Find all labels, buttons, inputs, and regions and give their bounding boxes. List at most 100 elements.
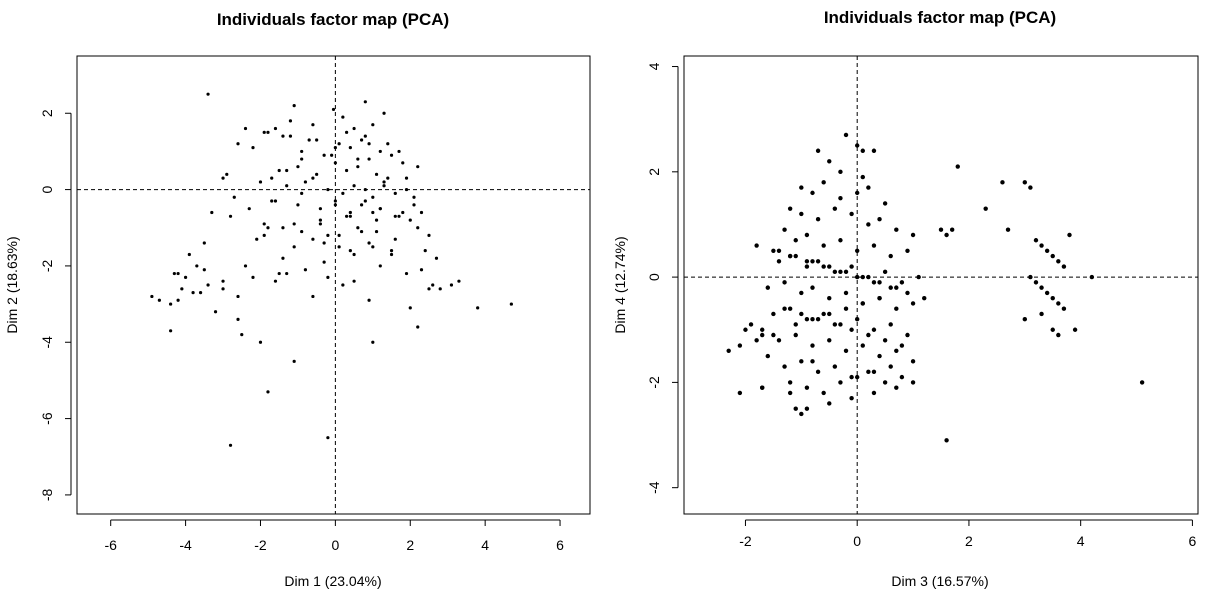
right-y-axis-label: Dim 4 (12.74%): [612, 236, 628, 333]
right-data-point: [1028, 274, 1033, 280]
left-data-point: [221, 279, 225, 283]
left-data-point: [337, 233, 341, 237]
left-data-point: [345, 130, 349, 134]
left-data-point: [371, 123, 375, 127]
left-data-point: [180, 287, 184, 291]
right-data-point: [804, 232, 810, 238]
left-data-point: [266, 130, 270, 134]
left-data-point: [251, 275, 255, 279]
left-data-point: [195, 264, 199, 268]
right-y-tick-label: 0: [646, 273, 662, 281]
right-data-point: [765, 353, 771, 359]
left-data-point: [285, 168, 289, 173]
left-data-point: [311, 237, 315, 241]
left-data-point: [449, 283, 454, 287]
left-data-point: [419, 268, 424, 272]
left-x-tick-label: 6: [556, 537, 564, 553]
left-y-tick-label: 2: [39, 109, 55, 117]
left-y-tick-label: -6: [39, 412, 55, 425]
right-data-point: [787, 380, 793, 385]
left-data-point: [509, 302, 513, 306]
right-data-point: [821, 264, 826, 269]
left-data-point: [408, 306, 412, 310]
left-data-point: [247, 207, 251, 211]
right-data-point: [871, 148, 877, 153]
left-data-point: [393, 191, 397, 195]
right-data-point: [1033, 280, 1039, 285]
left-points: [150, 92, 513, 447]
left-data-point: [240, 333, 244, 337]
right-data-point: [871, 243, 877, 248]
right-data-point: [882, 380, 888, 385]
left-data-point: [382, 180, 386, 184]
right-y-tick-label: -2: [646, 376, 662, 389]
left-data-point: [382, 111, 386, 115]
left-data-point: [416, 165, 420, 169]
right-data-point: [804, 317, 810, 322]
left-data-point: [292, 222, 296, 226]
left-data-point: [296, 165, 300, 169]
left-data-point: [262, 130, 266, 134]
left-data-point: [311, 123, 315, 127]
left-data-point: [378, 207, 382, 211]
left-data-point: [333, 161, 337, 165]
left-data-point: [288, 134, 293, 138]
left-data-point: [393, 237, 397, 241]
right-data-point: [810, 359, 815, 364]
right-points: [726, 132, 1145, 443]
left-data-point: [281, 256, 285, 260]
right-data-point: [787, 253, 793, 259]
right-data-point: [726, 348, 731, 354]
left-x-tick-label: -2: [254, 537, 267, 553]
left-data-point: [371, 195, 375, 199]
right-data-point: [860, 148, 865, 153]
right-data-point: [771, 311, 776, 317]
right-data-point: [854, 317, 860, 322]
left-data-point: [348, 249, 352, 253]
left-data-point: [206, 283, 210, 287]
right-data-point: [1050, 327, 1055, 332]
left-data-point: [315, 138, 319, 142]
right-data-point: [894, 306, 899, 311]
right-data-point: [804, 385, 810, 390]
right-data-point: [1000, 180, 1005, 185]
left-data-point: [374, 218, 379, 222]
right-data-point: [1039, 311, 1044, 317]
left-data-point: [374, 229, 379, 234]
left-data-point: [281, 226, 285, 230]
left-data-point: [326, 275, 330, 279]
left-data-point: [359, 229, 364, 234]
right-data-point: [782, 306, 787, 311]
right-data-point: [910, 301, 916, 306]
left-data-point: [326, 436, 330, 440]
left-data-point: [258, 340, 263, 344]
left-data-point: [303, 180, 308, 184]
right-data-point: [888, 322, 893, 327]
left-data-point: [300, 149, 304, 154]
right-data-point: [938, 227, 944, 232]
left-x-axis: -6 -4 -2 0 2 4 6: [104, 519, 564, 553]
right-data-point: [877, 353, 882, 359]
left-y-tick-label: -8: [39, 488, 55, 501]
left-data-point: [150, 294, 154, 299]
right-data-point: [815, 317, 821, 322]
right-data-point: [843, 348, 849, 354]
left-data-point: [412, 195, 416, 199]
right-data-point: [804, 259, 810, 264]
left-data-point: [393, 214, 397, 218]
right-data-point: [1044, 290, 1050, 296]
left-data-point: [251, 146, 255, 150]
left-data-point: [431, 283, 435, 287]
left-data-point: [277, 168, 281, 173]
left-data-point: [187, 252, 191, 257]
right-x-axis-label: Dim 3 (16.57%): [891, 573, 988, 589]
right-data-point: [810, 317, 815, 322]
right-data-point: [827, 295, 832, 301]
right-data-point: [860, 343, 865, 348]
left-data-point: [292, 104, 296, 108]
right-data-point: [877, 295, 882, 301]
right-data-point: [849, 211, 854, 217]
left-plot-frame: [76, 55, 591, 515]
right-data-point: [1061, 306, 1067, 311]
right-data-point: [866, 222, 871, 227]
